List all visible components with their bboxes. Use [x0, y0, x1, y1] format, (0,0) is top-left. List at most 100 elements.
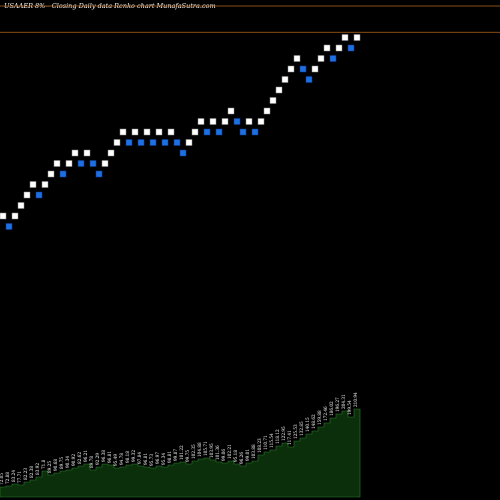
renko-brick-down: [59, 170, 67, 178]
renko-brick-down: [89, 160, 97, 167]
volume-label: 196.27: [335, 397, 340, 412]
volume-label: 72.05: [0, 473, 4, 485]
renko-brick-up: [113, 139, 121, 146]
volume-label: 89.78: [89, 456, 94, 468]
renko-brick-up: [17, 202, 25, 209]
renko-brick-up: [119, 128, 127, 136]
volume-label: 89.75: [59, 457, 64, 469]
renko-brick-up: [263, 107, 271, 115]
volume-label: 117.41: [287, 430, 292, 445]
volume-label: 101.22: [179, 445, 184, 460]
volume-label: 102.21: [227, 444, 232, 459]
volume-label: 72.88: [5, 472, 10, 484]
renko-brick-up: [227, 107, 235, 115]
volume-label: 95.73: [149, 454, 154, 466]
renko-bricks: [0, 34, 361, 230]
reference-lines: [0, 5, 500, 33]
renko-brick-down: [239, 128, 247, 136]
renko-brick-down: [149, 139, 157, 146]
renko-brick-down: [233, 118, 241, 125]
renko-brick-up: [287, 65, 295, 73]
volume-label: 115.54: [269, 433, 274, 448]
renko-brick-up: [83, 149, 91, 157]
renko-brick-up: [353, 34, 361, 41]
renko-brick-up: [281, 76, 289, 83]
volume-label: 99.75: [185, 450, 190, 462]
volume-label: 159.88: [317, 410, 322, 425]
renko-brick-up: [185, 139, 193, 146]
volume-label: 82.62: [77, 452, 82, 464]
renko-brick-down: [173, 139, 181, 146]
renko-brick-up: [107, 149, 115, 157]
volume-label: 122.95: [281, 426, 286, 441]
renko-brick-down: [35, 191, 43, 199]
volume-label: 125.53: [293, 424, 298, 439]
renko-brick-down: [137, 139, 145, 146]
renko-brick-up: [29, 181, 37, 188]
volume-label: 118.12: [275, 429, 280, 444]
renko-brick-up: [311, 65, 319, 73]
volume-label: 108.23: [257, 438, 262, 453]
renko-brick-up: [323, 44, 331, 52]
volume-label: 102.35: [191, 444, 196, 459]
renko-brick-down: [161, 139, 169, 146]
volume-label: 90.34: [65, 456, 70, 468]
renko-brick-up: [23, 191, 31, 199]
volume-label: 96.38: [101, 450, 106, 462]
volume-label: 95.18: [233, 450, 238, 462]
renko-brick-up: [335, 44, 343, 52]
volume-area: [0, 408, 361, 498]
volume-label: 110.71: [263, 435, 268, 450]
volume-label: 77.71: [17, 471, 22, 483]
renko-brick-up: [293, 55, 301, 62]
renko-brick-up: [143, 128, 151, 136]
renko-brick-down: [299, 65, 307, 73]
renko-brick-up: [155, 128, 163, 136]
volume-labels: 72.05 72.88 83.24 77.71 82.23 82.38 83.92 71.8 8…: [0, 392, 358, 485]
volume-label: 96.81: [107, 451, 112, 463]
volume-label: 95.34: [161, 453, 166, 465]
renko-brick-up: [257, 118, 265, 125]
renko-brick-down: [305, 76, 313, 83]
renko-brick-up: [11, 212, 19, 220]
volume-label: 199.54: [347, 400, 352, 415]
volume-label: 101.36: [215, 445, 220, 460]
renko-brick-down: [5, 223, 13, 230]
volume-label: 210.94: [353, 392, 358, 407]
renko-brick-down: [251, 128, 259, 136]
renko-brick-up: [65, 160, 73, 167]
renko-brick-up: [341, 34, 349, 41]
renko-brick-up: [53, 160, 61, 167]
volume-label: 99.06: [221, 449, 226, 461]
volume-label: 90.92: [71, 454, 76, 466]
renko-brick-up: [209, 118, 217, 125]
volume-label: 105.71: [203, 441, 208, 456]
volume-label: 96.26: [239, 452, 244, 464]
volume-label: 103.88: [251, 444, 256, 459]
renko-brick-up: [0, 212, 7, 220]
volume-label: 96.97: [155, 452, 160, 464]
renko-brick-up: [191, 128, 199, 136]
volume-label: 99.32: [131, 450, 136, 462]
volume-label: 94.78: [119, 453, 124, 465]
volume-label: 96.81: [143, 453, 148, 465]
renko-brick-down: [179, 149, 187, 157]
volume-label: 90.68: [53, 459, 58, 471]
volume-label: 96.21: [83, 450, 88, 462]
renko-brick-up: [131, 128, 139, 136]
renko-brick-down: [203, 128, 211, 136]
volume-label: 82.23: [23, 468, 28, 480]
renko-brick-up: [317, 55, 325, 62]
renko-brick-up: [71, 149, 79, 157]
volume-label: 103.95: [209, 443, 214, 458]
volume-label: 132.85: [299, 421, 304, 436]
renko-brick-up: [47, 170, 55, 178]
volume-label: 82.38: [29, 466, 34, 478]
volume-label: 204.31: [341, 394, 346, 409]
renko-brick-up: [245, 118, 253, 125]
volume-label: 172.46: [323, 406, 328, 421]
renko-brick-up: [221, 118, 229, 125]
volume-label: 95.49: [113, 454, 118, 466]
